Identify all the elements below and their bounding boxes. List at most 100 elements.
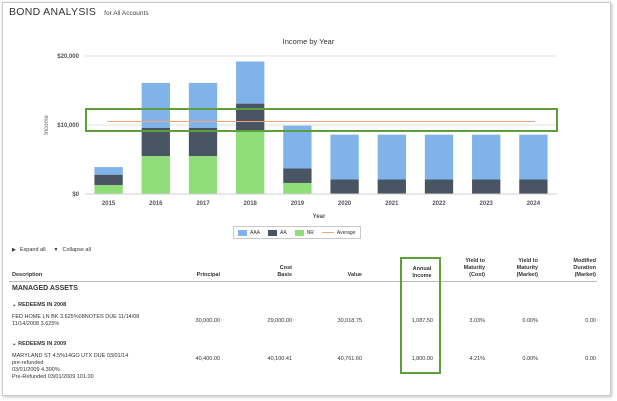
- group-title-2009: REDEEMS IN 2009: [18, 341, 67, 347]
- row-description-line2: 11/14/2008 3.625%: [12, 321, 60, 327]
- bar-aa-2019: [283, 168, 312, 183]
- x-tick-label: 2023: [480, 201, 494, 207]
- annual-income-highlight-box: [400, 257, 441, 374]
- row-description: FED HOME LN BK 3.625%08NOTES DUE 11/14/0…: [12, 314, 139, 328]
- legend-label-aaa: AAA: [250, 229, 261, 236]
- y-tick-label: $10,000: [57, 123, 79, 129]
- x-tick-label: 2024: [527, 201, 541, 207]
- col-value[interactable]: Value: [347, 272, 362, 278]
- x-tick-label: 2022: [432, 201, 446, 207]
- legend-item-aa[interactable]: AA: [268, 229, 287, 236]
- bar-nr-2019: [283, 182, 312, 194]
- row-description-line1: MARYLAND ST 4.5%14GO UTX DUE 03/01/14: [12, 353, 129, 359]
- y-axis-label: Income: [44, 115, 50, 135]
- row-ytm-cost: 3.03%: [469, 318, 485, 324]
- col-mod-duration-line1: Modified: [573, 258, 596, 264]
- x-tick-label: 2020: [338, 201, 352, 207]
- row-mod-duration: 0.00: [585, 356, 596, 362]
- bar-aa-2020: [330, 179, 359, 194]
- chevron-down-icon: ⌄: [12, 341, 17, 347]
- x-axis-label: Year: [313, 214, 326, 220]
- row-description-line4: Pre-Refunded 03/01/2009 101.00: [12, 374, 94, 380]
- col-description[interactable]: Description: [12, 272, 43, 278]
- bar-aaa-2018: [236, 61, 265, 104]
- bar-nr-2015: [94, 185, 123, 194]
- bar-nr-2016: [141, 156, 170, 194]
- row-annual-income: 1,087.50: [411, 318, 433, 324]
- row-description-line3: 03/01/2009 4.300%: [12, 367, 60, 373]
- bar-aaa-2015: [94, 167, 123, 175]
- row-ytm-cost: 4.21%: [469, 356, 485, 362]
- expand-all-link[interactable]: Expand all: [19, 247, 46, 253]
- x-tick-label: 2021: [385, 201, 399, 207]
- row-mod-duration: 0.00: [585, 318, 596, 324]
- bar-aa-2022: [424, 179, 454, 194]
- legend-item-nr[interactable]: NR: [294, 229, 314, 236]
- bar-aa-2021: [377, 179, 406, 194]
- bar-nr-2017: [188, 156, 218, 194]
- bar-aaa-2021: [377, 134, 406, 180]
- group-toggle-2009[interactable]: ⌄ REDEEMS IN 2009: [12, 341, 66, 347]
- col-principal[interactable]: Principal: [196, 272, 220, 278]
- col-ytm-cost-line2: Maturity: [463, 265, 485, 271]
- bar-aaa-2024: [519, 134, 548, 180]
- row-value: 40,761.60: [337, 356, 362, 362]
- caret-right-icon: ▶: [12, 247, 16, 253]
- col-ytm-cost[interactable]: Yield to Maturity (Cost): [455, 258, 485, 279]
- col-mod-duration-line3: (Market): [574, 272, 596, 278]
- row-ytm-market: 0.00%: [522, 318, 538, 324]
- bar-aaa-2020: [330, 134, 359, 180]
- x-tick-label: 2019: [291, 201, 305, 207]
- bar-aaa-2023: [472, 134, 501, 180]
- row-cost-basis: 40,100.41: [267, 356, 292, 362]
- chevron-down-icon: ⌄: [12, 302, 17, 308]
- row-principal: 30,000.00: [195, 318, 220, 324]
- y-tick-label: $0: [72, 192, 79, 198]
- legend-swatch-nr: [294, 229, 304, 236]
- caret-down-icon: ▼: [53, 247, 59, 253]
- row-cost-basis: 29,000.00: [267, 318, 292, 324]
- group-title-2008: REDEEMS IN 2008: [18, 302, 67, 308]
- chart-title: Income by Year: [282, 37, 335, 46]
- legend-label-aa: AA: [280, 229, 287, 236]
- legend-label-nr: NR: [306, 229, 314, 236]
- bar-aa-2023: [472, 179, 501, 194]
- chart-legend: AAA AA NR Average: [233, 226, 361, 239]
- col-cost-basis-line2: Basis: [277, 272, 292, 278]
- collapse-all-link[interactable]: Collapse all: [62, 247, 91, 253]
- row-description: MARYLAND ST 4.5%14GO UTX DUE 03/01/14 pr…: [12, 353, 128, 381]
- col-ytm-market-line1: Yield to: [518, 258, 538, 264]
- x-tick-label: 2018: [244, 201, 258, 207]
- bar-aaa-2017: [188, 82, 218, 128]
- legend-label-average: Average: [336, 229, 356, 236]
- income-by-year-chart: $0 $10,000 $20,000 Income 2015 2016 2017 2018 20…: [44, 54, 557, 220]
- page-subtitle: for All Accounts: [104, 10, 149, 17]
- bar-nr-2018: [236, 131, 265, 194]
- title-row: BOND ANALYSIS for All Accounts: [9, 6, 149, 22]
- bond-analysis-panel: [2, 2, 611, 396]
- legend-item-aaa[interactable]: AAA: [238, 229, 261, 236]
- col-ytm-market-line3: (Market): [516, 272, 538, 278]
- row-principal: 40,400.00: [195, 356, 220, 362]
- bar-aaa-2019: [283, 125, 312, 169]
- bar-aa-2017: [188, 127, 218, 157]
- col-annual-income-line1: Annual: [412, 266, 432, 272]
- bar-aa-2015: [94, 174, 123, 186]
- bar-aa-2016: [141, 127, 170, 157]
- col-cost-basis-line1: Cost: [279, 265, 292, 271]
- x-tick-label: 2017: [196, 201, 210, 207]
- section-title: MANAGED ASSETS: [12, 285, 78, 292]
- col-ytm-market[interactable]: Yield to Maturity (Market): [506, 258, 538, 279]
- row-ytm-market: 0.00%: [522, 356, 538, 362]
- col-annual-income[interactable]: Annual Income: [404, 266, 440, 280]
- legend-swatch-aaa: [238, 229, 247, 236]
- col-modified-duration[interactable]: Modified Duration (Market): [560, 258, 596, 279]
- expand-collapse-controls: ▶ Expand all ▼ Collapse all: [12, 247, 91, 253]
- group-toggle-2008[interactable]: ⌄ REDEEMS IN 2008: [12, 302, 66, 308]
- col-mod-duration-line2: Duration: [573, 265, 596, 271]
- col-cost-basis[interactable]: Cost Basis: [262, 265, 292, 279]
- legend-item-average[interactable]: Average: [321, 229, 356, 236]
- bar-aa-2024: [519, 179, 548, 194]
- col-ytm-cost-line1: Yield to: [465, 258, 485, 264]
- col-annual-income-line2: Income: [412, 273, 432, 279]
